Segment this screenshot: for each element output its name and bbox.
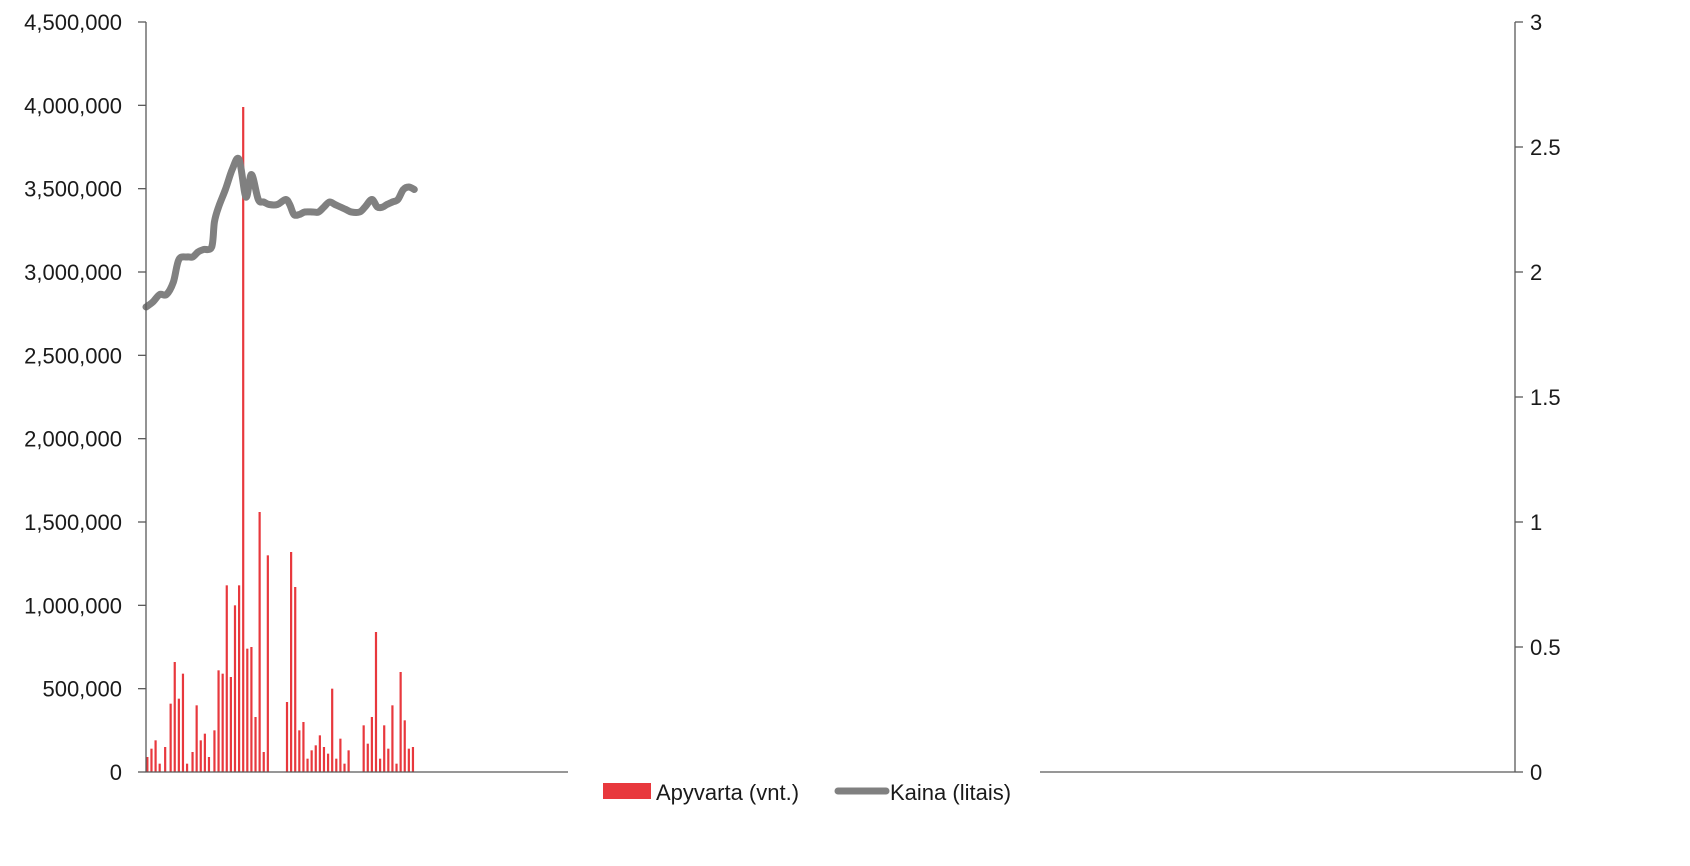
bar	[203, 733, 206, 772]
line-layer	[142, 154, 418, 311]
bar	[169, 703, 172, 772]
bar	[217, 670, 220, 772]
bar	[242, 107, 245, 772]
bar	[290, 552, 293, 772]
bar	[314, 745, 317, 772]
left-axis-tick-label: 3,000,000	[24, 260, 122, 285]
bar	[285, 702, 289, 772]
bar	[343, 763, 346, 772]
left-axis-tick-label: 500,000	[42, 677, 122, 702]
bar	[229, 677, 232, 772]
series-line-kaina	[142, 154, 418, 311]
bar	[306, 758, 309, 772]
left-axis-tick-label: 3,500,000	[24, 177, 122, 202]
bars-layer	[146, 107, 415, 772]
bar	[391, 705, 394, 772]
bar	[370, 717, 373, 772]
bar	[254, 717, 257, 772]
left-axis-tick-label: 1,000,000	[24, 593, 122, 618]
left-axis-tick-label: 2,000,000	[24, 427, 122, 452]
right-axis-tick-label: 0	[1530, 760, 1542, 785]
bar	[378, 758, 382, 772]
right-axis-tick-label: 2.5	[1530, 135, 1561, 160]
bar	[294, 587, 297, 772]
bar	[302, 722, 305, 772]
bar	[411, 747, 415, 772]
bar	[258, 512, 261, 772]
legend: Apyvarta (vnt.) Kaina (litais)	[603, 780, 1011, 805]
bar	[158, 763, 161, 772]
right-axis-tick-label: 0.5	[1530, 635, 1561, 660]
right-axis-tick-label: 3	[1530, 10, 1542, 35]
bar	[150, 748, 153, 772]
axes-layer	[145, 22, 1516, 773]
bar	[199, 740, 202, 772]
left-axis-tick-label: 4,500,000	[24, 10, 122, 35]
bar	[154, 740, 157, 772]
right-axis-tick-label: 2	[1530, 260, 1542, 285]
bar	[177, 698, 180, 772]
right-axis-tick-label: 1.5	[1530, 385, 1561, 410]
bar	[195, 705, 198, 772]
bar	[191, 752, 194, 772]
bar	[185, 763, 189, 772]
bar	[246, 648, 249, 772]
bar	[339, 738, 342, 772]
bar	[225, 585, 228, 772]
bar	[362, 725, 365, 772]
bar	[146, 757, 149, 772]
bar	[233, 605, 237, 772]
bar	[335, 758, 338, 772]
bar	[213, 730, 216, 772]
legend-swatch-apyvarta	[603, 783, 651, 799]
bar	[366, 743, 369, 772]
bar	[322, 747, 326, 772]
bar	[310, 750, 313, 772]
left-axis-tick-label: 4,000,000	[24, 93, 122, 118]
right-axis-tick-label: 1	[1530, 510, 1542, 535]
bar	[164, 747, 167, 772]
bar	[347, 750, 350, 772]
left-axis-tick-label: 0	[110, 760, 122, 785]
bar	[374, 632, 378, 772]
bar	[262, 752, 265, 772]
bar	[173, 662, 176, 772]
bar	[395, 763, 398, 772]
bar	[237, 585, 241, 772]
bar	[387, 748, 390, 772]
right-axis-ticks: 0 0.5 1 1.5 2 2.5 3	[1515, 10, 1561, 785]
bar	[266, 555, 269, 772]
bar	[318, 735, 321, 772]
bar	[250, 647, 253, 772]
legend-label-kaina: Kaina (litais)	[890, 780, 1011, 805]
bar	[403, 720, 406, 772]
bar	[407, 748, 410, 772]
bar	[331, 688, 334, 772]
bar	[207, 757, 211, 772]
left-axis-tick-label: 1,500,000	[24, 510, 122, 535]
bar	[399, 672, 402, 772]
left-axis-tick-label: 2,500,000	[24, 343, 122, 368]
bar	[221, 673, 224, 772]
legend-label-apyvarta: Apyvarta (vnt.)	[656, 780, 799, 805]
bar	[326, 753, 330, 772]
bar	[298, 730, 301, 772]
left-axis-ticks: 0 500,000 1,000,000 1,500,000 2,000,000 2,500…	[24, 10, 146, 785]
bar	[181, 673, 185, 772]
bar	[383, 725, 386, 772]
